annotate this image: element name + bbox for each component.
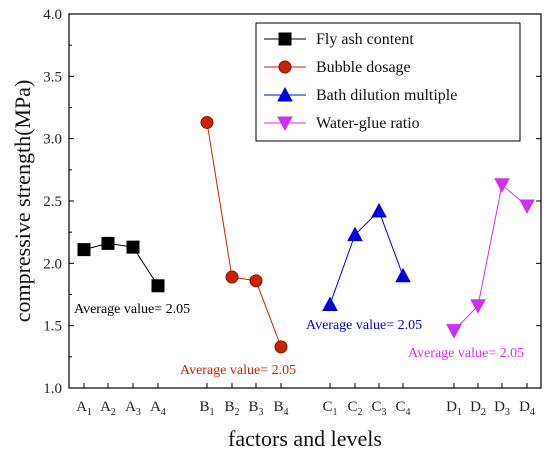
x-tick-subscript: 2 (481, 407, 486, 418)
x-tick-subscript: 4 (161, 407, 166, 418)
y-tick-label: 2.0 (43, 256, 62, 272)
x-tick-subscript: 3 (136, 407, 141, 418)
series-line (206, 122, 282, 348)
data-point (395, 267, 411, 283)
data-point (470, 299, 486, 314)
x-axis-title: factors and levels (228, 426, 382, 451)
x-tick-subscript: 1 (210, 407, 215, 418)
y-tick-label: 2.5 (43, 194, 62, 210)
y-tick-label: 3.5 (43, 69, 62, 85)
x-tick-label: D3 (494, 399, 510, 418)
data-point (371, 202, 387, 218)
legend-label: Bubble dosage (316, 59, 411, 76)
x-tick-subscript: 1 (457, 407, 462, 418)
series-line (329, 210, 404, 305)
x-tick-subscript: 3 (259, 407, 264, 418)
x-tick-subscript: 1 (87, 407, 92, 418)
legend-marker (278, 32, 292, 46)
data-point (494, 178, 510, 193)
legend-label: Water-glue ratio (316, 115, 420, 132)
x-tick-label: B4 (273, 399, 288, 418)
x-tick-subscript: 3 (505, 407, 510, 418)
data-point (249, 274, 263, 288)
data-point (446, 324, 462, 339)
average-annotation: Average value= 2.05 (74, 302, 190, 317)
y-tick-label: 1.5 (43, 319, 62, 335)
average-annotation: Average value= 2.05 (306, 318, 422, 333)
legend-label: Fly ash content (316, 31, 414, 48)
data-point (322, 296, 338, 311)
x-tick-label: A3 (125, 399, 141, 418)
legend-box (255, 22, 521, 142)
data-point (274, 340, 288, 354)
x-tick-label: C4 (395, 399, 410, 418)
x-tick-subscript: 1 (333, 407, 338, 418)
y-axis-title: compressive strength(MPa) (10, 80, 35, 323)
data-point (126, 240, 140, 254)
x-tick-label: B3 (248, 399, 263, 418)
x-tick-subscript: 2 (111, 407, 116, 418)
average-annotation: Average value= 2.05 (408, 346, 524, 361)
legend-marker (277, 116, 293, 132)
x-tick-label: A4 (150, 399, 166, 418)
series-line (83, 242, 159, 287)
x-tick-label: C3 (371, 399, 386, 418)
x-tick-label: D1 (446, 399, 462, 418)
x-tick-subscript: 4 (284, 407, 289, 418)
x-tick-subscript: 4 (530, 407, 535, 418)
x-tick-label: A2 (100, 399, 116, 418)
legend-marker (277, 86, 293, 102)
x-tick-label: B1 (199, 399, 214, 418)
y-tick-label: 4.0 (43, 7, 62, 23)
x-tick-label: C1 (322, 399, 337, 418)
legend-marker (278, 60, 292, 74)
data-point (519, 199, 535, 215)
series-line (453, 183, 528, 332)
legend-label: Bath dilution multiple (316, 87, 457, 104)
y-tick-label: 3.0 (43, 132, 62, 148)
data-point (347, 226, 363, 242)
average-annotation: Average value= 2.05 (180, 363, 296, 378)
data-point (77, 243, 91, 257)
x-tick-subscript: 3 (382, 407, 387, 418)
data-point (101, 236, 115, 250)
data-point (225, 270, 239, 284)
y-tick-label: 1.0 (43, 381, 62, 397)
data-point (151, 279, 165, 293)
x-tick-subscript: 2 (358, 407, 363, 418)
x-tick-label: D4 (519, 399, 535, 418)
x-tick-label: C2 (347, 399, 362, 418)
x-tick-subscript: 2 (235, 407, 240, 418)
x-tick-label: A1 (76, 399, 92, 418)
data-point (200, 115, 214, 129)
x-tick-subscript: 4 (406, 407, 411, 418)
x-tick-label: D2 (470, 399, 486, 418)
x-tick-label: B2 (224, 399, 239, 418)
